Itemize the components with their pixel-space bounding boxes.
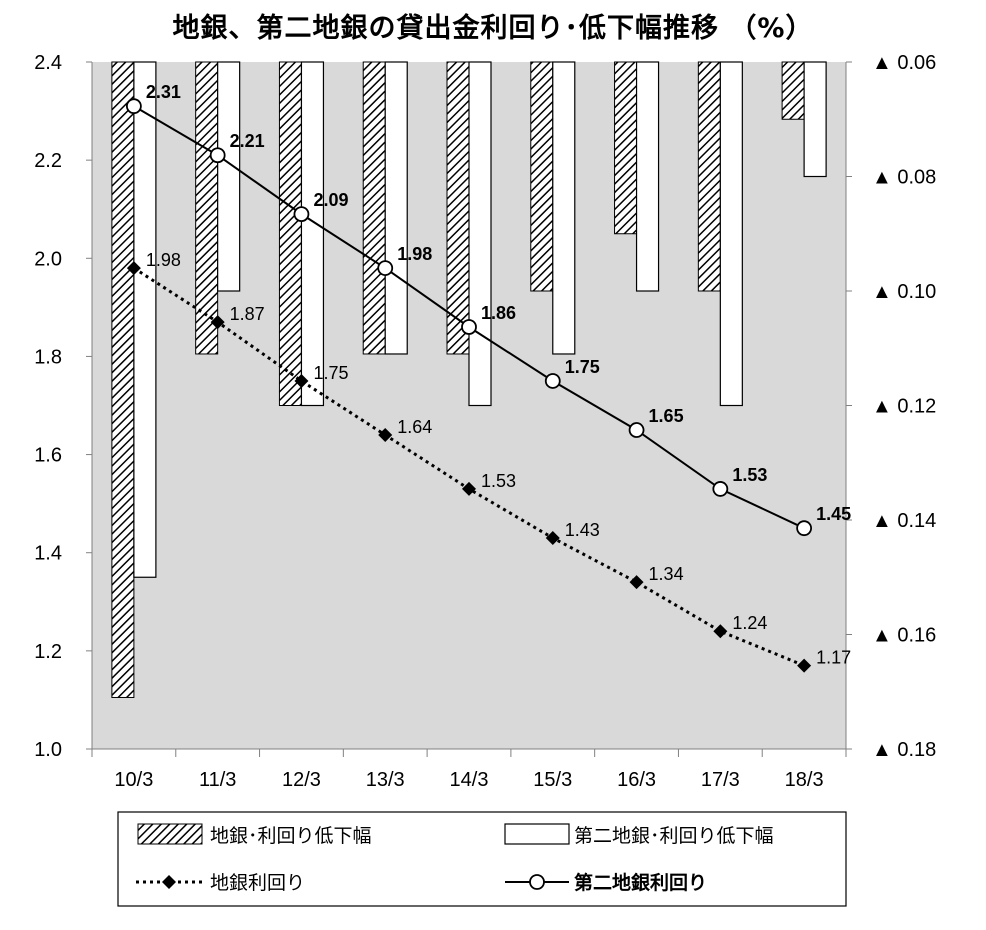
x-tick-label-7: 17/3 — [701, 769, 740, 791]
legend-label-chigin-yield: 地銀利回り — [210, 872, 305, 894]
marker-chigin-yield-8 — [797, 658, 812, 673]
marker-chigin-yield-0 — [126, 261, 141, 276]
x-tick-label-4: 14/3 — [450, 769, 489, 791]
data-label-chigin-yield-3: 1.64 — [397, 417, 432, 437]
y2-tick-label-4: ▲ 0.14 — [872, 510, 936, 532]
x-tick-label-3: 13/3 — [366, 769, 405, 791]
x-tick-label-8: 18/3 — [785, 769, 824, 791]
data-label-daini-yield-7: 1.53 — [732, 465, 767, 485]
legend-marker-chigin-yield — [162, 875, 176, 889]
legend-swatch-daini-drop — [504, 823, 570, 845]
y-tick-label-6: 2.2 — [34, 150, 62, 172]
bar-daini-6 — [635, 61, 660, 292]
data-label-daini-yield-4: 1.86 — [481, 303, 516, 323]
marker-chigin-yield-6 — [629, 575, 644, 590]
marker-daini-yield-3 — [377, 260, 394, 277]
data-label-daini-yield-6: 1.65 — [649, 406, 684, 426]
y-tick-label-2: 1.4 — [34, 543, 62, 565]
marker-daini-yield-1 — [209, 147, 226, 164]
marker-chigin-yield-2 — [294, 373, 309, 388]
legend-swatch-chigin-drop — [137, 823, 203, 845]
marker-chigin-yield-7 — [713, 624, 728, 639]
bar-daini-4 — [468, 61, 492, 407]
data-label-chigin-yield-7: 1.24 — [732, 613, 767, 633]
data-label-daini-yield-1: 2.21 — [230, 131, 265, 151]
data-label-daini-yield-2: 2.09 — [313, 190, 348, 210]
y2-tick-label-2: ▲ 0.10 — [872, 281, 936, 303]
legend-box — [117, 811, 847, 907]
bar-chigin-0 — [111, 61, 135, 698]
marker-daini-yield-4 — [461, 319, 477, 335]
y2-tick-label-3: ▲ 0.12 — [872, 396, 936, 418]
bar-daini-7 — [719, 61, 743, 407]
legend-label-daini-drop: 第二地銀･利回り低下幅 — [574, 825, 774, 847]
y-tick-label-0: 1.0 — [34, 739, 62, 761]
x-tick-label-1: 11/3 — [199, 769, 236, 791]
marker-daini-yield-5 — [544, 373, 561, 389]
data-label-chigin-yield-8: 1.17 — [816, 648, 851, 668]
marker-daini-yield-0 — [125, 98, 142, 115]
bar-daini-1 — [217, 61, 241, 292]
x-tick-label-5: 15/3 — [533, 769, 572, 791]
y2-tick-label-5: ▲ 0.16 — [872, 625, 936, 647]
chart-title: 地銀、第二地銀の貸出金利回り･低下幅推移 （%） — [172, 13, 814, 44]
bar-chigin-5 — [530, 61, 554, 292]
data-label-daini-yield-0: 2.31 — [146, 82, 181, 102]
data-label-daini-yield-8: 1.45 — [816, 504, 851, 524]
data-label-chigin-yield-1: 1.87 — [230, 304, 265, 324]
data-label-daini-yield-3: 1.98 — [397, 244, 432, 264]
y2-tick-label-1: ▲ 0.08 — [872, 167, 936, 189]
legend-label-daini-yield: 第二地銀利回り — [574, 871, 707, 894]
y2-tick-label-0: ▲ 0.06 — [872, 52, 936, 74]
bar-chigin-6 — [614, 61, 638, 235]
data-label-chigin-yield-0: 1.98 — [146, 250, 181, 270]
bar-chigin-4 — [446, 61, 470, 355]
y-tick-label-3: 1.6 — [34, 445, 62, 467]
data-label-daini-yield-5: 1.75 — [565, 357, 600, 377]
bar-chigin-2 — [278, 61, 302, 406]
bar-chigin-7 — [697, 61, 721, 292]
y-tick-label-7: 2.4 — [34, 52, 62, 74]
data-label-chigin-yield-5: 1.43 — [565, 520, 600, 540]
y2-tick-label-6: ▲ 0.18 — [872, 739, 936, 761]
marker-chigin-yield-1 — [210, 315, 225, 330]
data-label-chigin-yield-2: 1.75 — [313, 363, 348, 383]
marker-daini-yield-8 — [796, 520, 813, 537]
data-label-chigin-yield-6: 1.34 — [649, 564, 684, 584]
bar-daini-2 — [300, 61, 325, 407]
bar-daini-5 — [552, 61, 576, 355]
bar-chigin-3 — [362, 61, 386, 355]
legend-marker-daini-yield — [529, 874, 545, 890]
bar-daini-8 — [803, 61, 827, 178]
bar-daini-3 — [384, 61, 408, 355]
x-tick-label-2: 12/3 — [282, 769, 321, 791]
y-tick-label-4: 1.8 — [34, 346, 62, 368]
marker-chigin-yield-4 — [462, 481, 476, 496]
x-tick-label-0: 10/3 — [114, 769, 153, 791]
bar-daini-0 — [133, 61, 157, 578]
data-label-chigin-yield-4: 1.53 — [481, 471, 516, 491]
marker-daini-yield-6 — [628, 422, 645, 438]
legend-label-chigin-drop: 地銀･利回り低下幅 — [210, 825, 372, 847]
x-tick-label-6: 16/3 — [617, 769, 656, 791]
y-tick-label-5: 2.0 — [34, 248, 62, 270]
bar-chigin-8 — [781, 61, 805, 120]
marker-daini-yield-7 — [712, 481, 729, 497]
marker-chigin-yield-5 — [545, 530, 560, 545]
marker-chigin-yield-3 — [378, 427, 393, 442]
marker-daini-yield-2 — [293, 206, 310, 223]
y-tick-label-1: 1.2 — [34, 641, 62, 663]
